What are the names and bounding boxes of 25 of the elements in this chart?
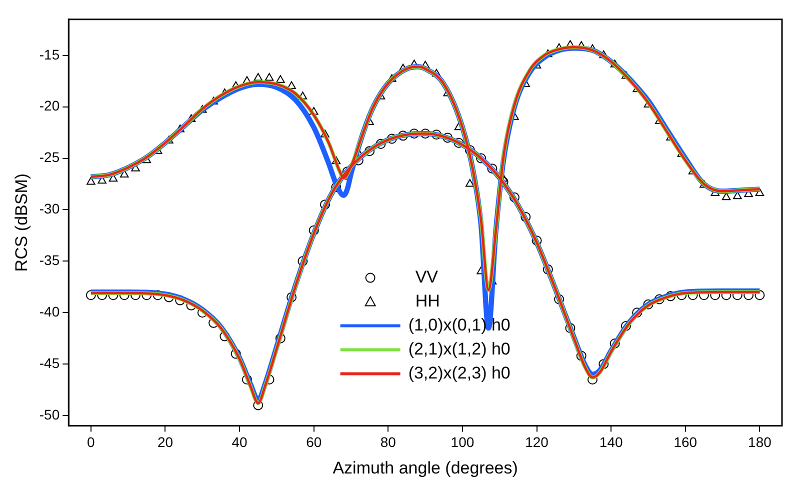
y-tick-label: -20 xyxy=(39,98,60,114)
legend-label: VV xyxy=(415,267,439,286)
y-tick-label: -45 xyxy=(39,354,60,371)
x-tick-label: 40 xyxy=(232,434,248,450)
x-axis-title: Azimuth angle (degrees) xyxy=(332,458,518,478)
y-tick-label: -50 xyxy=(39,406,60,422)
y-tick-label: -15 xyxy=(39,46,60,62)
y-tick-label: -30 xyxy=(39,200,60,217)
x-tick-label: 80 xyxy=(380,434,396,450)
y-tick-label: -25 xyxy=(39,149,60,166)
x-tick-label: 120 xyxy=(525,434,549,450)
x-tick-label: 180 xyxy=(748,434,772,450)
x-tick-label: 160 xyxy=(674,434,698,450)
y-axis-title: RCS (dBSM) xyxy=(12,173,31,272)
y-tick-label: -40 xyxy=(39,303,60,320)
x-tick-label: 0 xyxy=(87,434,96,450)
legend-label: (1,0)x(0,1) h0 xyxy=(408,315,510,334)
x-tick-label: 20 xyxy=(157,434,174,450)
y-tick-label: -35 xyxy=(39,252,60,268)
legend-label: HH xyxy=(415,291,440,310)
x-tick-label: 60 xyxy=(306,434,322,450)
x-tick-label: 100 xyxy=(450,434,474,450)
legend-label: (3,2)x(2,3) h0 xyxy=(408,363,510,382)
legend-label: (2,1)x(1,2) h0 xyxy=(408,339,510,358)
x-tick-label: 140 xyxy=(599,434,623,450)
